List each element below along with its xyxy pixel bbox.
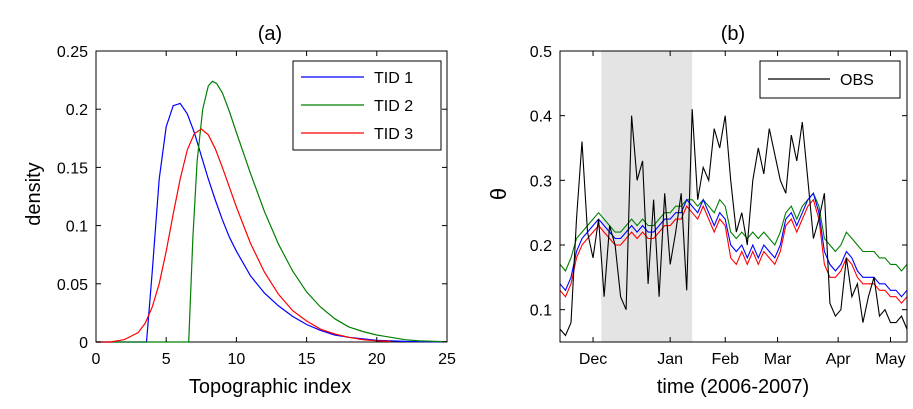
panel-b-axes-box (559, 50, 908, 343)
y-tick-label: 0.3 (530, 173, 552, 190)
series-line-model (559, 192, 908, 298)
x-tick-label: May (875, 351, 905, 368)
y-tick-label: 0.25 (57, 44, 88, 61)
y-tick-label: 0.5 (530, 44, 552, 61)
panel-b-xlabel: time (2006-2007) (657, 376, 809, 398)
y-tick-label: 0.15 (57, 160, 88, 177)
panel-a-legend: TID 1 TID 2 TID 3 (292, 60, 442, 151)
y-tick-label: 0.2 (530, 238, 552, 255)
shaded-period (601, 51, 693, 342)
series-line-tid-1 (96, 102, 448, 343)
panel-b-title: (b) (721, 23, 745, 45)
panel-a-ylabel: density (23, 162, 45, 225)
x-tick-label: Feb (711, 351, 739, 368)
legend-label: TID 2 (374, 98, 413, 115)
y-tick-label: 0.2 (66, 102, 88, 119)
legend-label: TID 1 (374, 70, 413, 87)
panel-a: (a) Topographic index density 0 5 10 15 20 25… (23, 23, 456, 398)
x-tick-label: 10 (228, 351, 246, 368)
series-line-tid-3 (96, 128, 391, 343)
series-line-obs (559, 109, 908, 337)
panel-a-title: (a) (258, 23, 282, 45)
x-tick-label: Dec (579, 351, 607, 368)
panel-b: (b) time (2006-2007) θ Dec Jan Feb Mar Apr Ma… (486, 23, 908, 398)
x-tick-label: 0 (92, 351, 101, 368)
x-tick-label: 20 (368, 351, 386, 368)
panel-b-legend: OBS (759, 60, 901, 99)
x-tick-label: 15 (298, 351, 316, 368)
series-line-model (559, 192, 908, 272)
legend-label: OBS (840, 72, 874, 89)
panel-b-ylabel: θ (486, 188, 511, 200)
y-tick-label: 0.1 (66, 219, 88, 236)
x-tick-label: 5 (162, 351, 171, 368)
series-line-model (559, 198, 908, 305)
y-tick-label: 0.4 (530, 109, 552, 126)
x-tick-label: Mar (764, 351, 792, 368)
y-tick-label: 0.1 (530, 303, 552, 320)
series-line-tid-2 (96, 80, 448, 343)
panel-a-xlabel: Topographic index (189, 376, 351, 398)
x-tick-label: Jan (657, 351, 683, 368)
x-tick-label: Apr (826, 351, 852, 368)
y-tick-label: 0.05 (57, 277, 88, 294)
legend-label: TID 3 (374, 126, 413, 143)
y-tick-label: 0 (79, 335, 88, 352)
x-tick-label: 25 (438, 351, 456, 368)
